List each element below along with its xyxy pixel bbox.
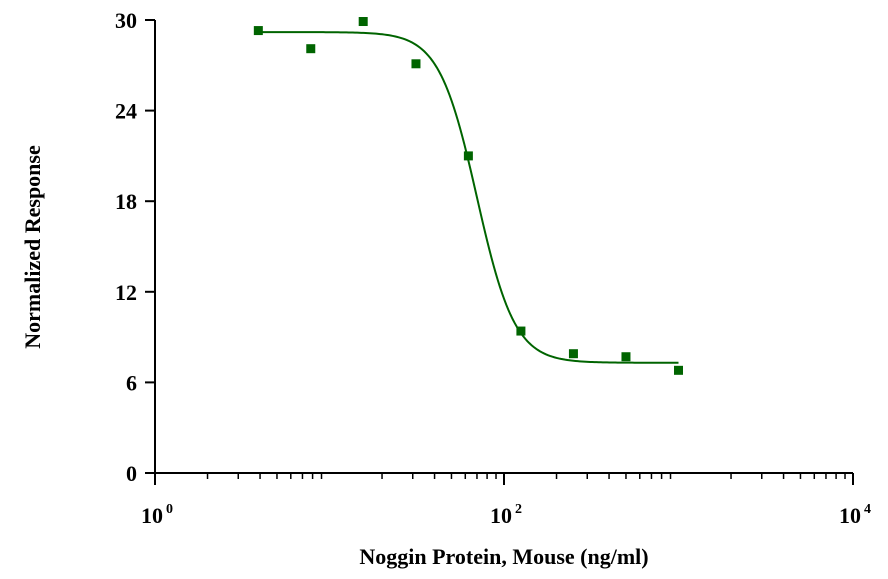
y-tick-label: 30 [115,8,137,33]
x-tick-label: 10 0 [141,502,173,528]
x-tick-exponent: 2 [515,502,522,517]
x-ticks: 10 0 10 2 10 4 [141,473,871,528]
data-point [674,365,683,375]
data-point [516,326,526,336]
data-point [358,17,368,27]
x-tick-base: 10 [141,503,163,528]
y-tick-label: 0 [126,461,137,486]
y-tick-label: 24 [115,99,137,124]
x-minor-ticks [206,473,846,479]
data-point [621,352,631,362]
data-point [411,59,421,69]
y-tick-label: 6 [126,370,137,395]
data-point [253,26,263,36]
x-tick-exponent: 0 [166,502,173,517]
y-tick-label: 12 [115,280,137,305]
x-tick-base: 10 [490,503,512,528]
x-tick-base: 10 [839,503,861,528]
data-point [463,151,473,161]
data-point [306,44,316,54]
data-point [568,349,578,359]
y-tick-label: 18 [115,189,137,214]
x-tick-exponent: 4 [864,502,871,517]
x-axis-title: Noggin Protein, Mouse (ng/ml) [359,544,648,569]
x-tick-label: 10 2 [490,502,522,528]
y-ticks: 0 6 12 18 24 30 [115,8,155,486]
y-axis-title: Normalized Response [20,145,45,349]
fit-curve [258,31,679,364]
data-points [253,17,683,375]
x-tick-label: 10 4 [839,502,871,528]
